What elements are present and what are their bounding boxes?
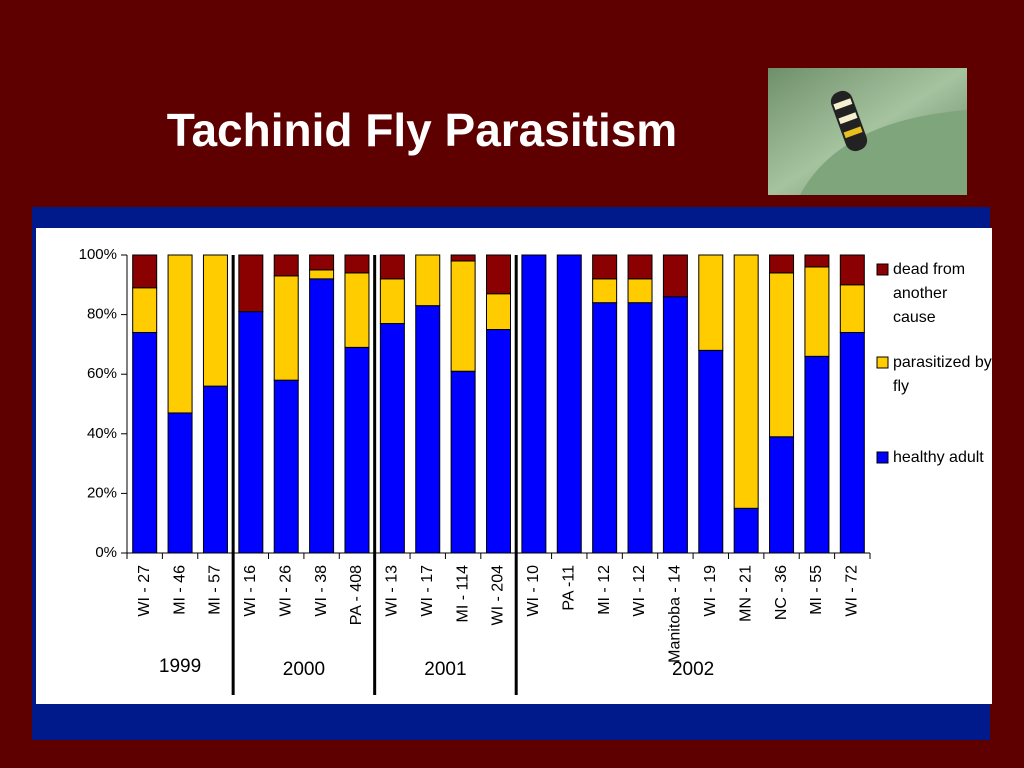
bar-segment bbox=[804, 266, 830, 357]
bar-segment bbox=[167, 254, 193, 414]
bar-segment bbox=[344, 272, 370, 348]
bar-segment bbox=[450, 254, 476, 262]
chart-title: Tachinid Fly Parasitism bbox=[167, 104, 677, 156]
x-tick-label: WI - 16 bbox=[242, 565, 259, 617]
bar-segment bbox=[733, 254, 759, 509]
x-tick-label: WI - 38 bbox=[313, 565, 330, 617]
bar-segment bbox=[415, 305, 441, 554]
bar-segment bbox=[804, 355, 830, 554]
x-tick-label: PA -11 bbox=[560, 565, 577, 611]
y-tick-label: 80% bbox=[87, 306, 117, 323]
bar-segment bbox=[839, 284, 865, 333]
x-tick-label: WI - 204 bbox=[490, 565, 507, 626]
bar-segment bbox=[415, 254, 441, 307]
bar-segment bbox=[627, 302, 653, 554]
bar-segment bbox=[238, 311, 264, 554]
x-tick-label: WI - 72 bbox=[844, 565, 861, 617]
x-tick-label: WI - 27 bbox=[136, 565, 153, 617]
x-tick-label: WI - 19 bbox=[702, 565, 719, 617]
bar-segment bbox=[309, 278, 335, 554]
bar-segment bbox=[592, 254, 618, 280]
bar-segment bbox=[769, 254, 795, 274]
legend-label: healthy adult bbox=[893, 449, 984, 466]
legend-swatch bbox=[876, 263, 889, 276]
x-tick-label: PA - 408 bbox=[348, 565, 365, 625]
x-tick-label: MI - 12 bbox=[596, 565, 613, 615]
bar-segment bbox=[309, 269, 335, 280]
photo bbox=[768, 68, 967, 195]
bar-segment bbox=[592, 278, 618, 304]
bar-segment bbox=[344, 254, 370, 274]
group-label: 2001 bbox=[424, 659, 466, 680]
legend-label: parasitized by fly bbox=[893, 354, 992, 395]
x-tick-label: WI - 12 bbox=[631, 565, 648, 617]
legend-label: dead from another cause bbox=[893, 261, 966, 326]
group-label: 2000 bbox=[283, 659, 325, 680]
bar-segment bbox=[698, 349, 724, 554]
bar-segment bbox=[839, 254, 865, 286]
bar-segment bbox=[592, 302, 618, 554]
bar-segment bbox=[769, 436, 795, 554]
bar-segment bbox=[273, 275, 299, 381]
x-tick-label: NC - 36 bbox=[773, 565, 790, 620]
bar-segment bbox=[662, 254, 688, 298]
bar-segment bbox=[379, 323, 405, 554]
x-tick-label: WI - 26 bbox=[277, 565, 294, 617]
x-tick-label: MN - 21 bbox=[737, 565, 754, 622]
bar-segment bbox=[556, 254, 582, 554]
bar-segment bbox=[132, 331, 158, 554]
bar-segment bbox=[486, 254, 511, 295]
bar-segment bbox=[486, 329, 511, 554]
bar-segment bbox=[273, 254, 299, 277]
bar-segment bbox=[202, 254, 228, 387]
bar-segment bbox=[804, 254, 830, 268]
bar-segment bbox=[132, 254, 158, 289]
x-tick-label: MI - 46 bbox=[171, 565, 188, 615]
bar-segment bbox=[238, 254, 264, 313]
bar-segment bbox=[769, 272, 795, 438]
bar-segment bbox=[698, 254, 724, 351]
x-tick-label: MI - 114 bbox=[454, 565, 471, 623]
bar-segment bbox=[202, 385, 228, 554]
y-tick-label: 60% bbox=[87, 365, 117, 382]
y-tick-label: 100% bbox=[79, 246, 117, 263]
bar-segment bbox=[627, 254, 653, 280]
bar-segment bbox=[839, 331, 865, 554]
x-tick-label: Manitoba - 14 bbox=[667, 565, 684, 663]
bar-segment bbox=[132, 287, 158, 333]
bar-segment bbox=[344, 346, 370, 554]
group-label: 1999 bbox=[159, 656, 201, 677]
bar-segment bbox=[521, 254, 547, 554]
x-tick-label: MI - 57 bbox=[207, 565, 224, 615]
x-tick-label: MI - 55 bbox=[808, 565, 825, 615]
legend-swatch bbox=[876, 451, 889, 464]
bar-segment bbox=[309, 254, 335, 271]
y-tick-label: 40% bbox=[87, 425, 117, 442]
x-tick-label: WI - 13 bbox=[384, 565, 401, 617]
x-tick-label: WI - 10 bbox=[525, 565, 542, 617]
bar-segment bbox=[627, 278, 653, 304]
bar-segment bbox=[486, 293, 511, 330]
bar-segment bbox=[733, 507, 759, 554]
legend-swatch bbox=[876, 356, 889, 369]
y-tick-label: 0% bbox=[95, 544, 117, 561]
bar-segment bbox=[379, 278, 405, 325]
x-tick-label: WI - 17 bbox=[419, 565, 436, 617]
panel bbox=[36, 228, 992, 704]
bar-segment bbox=[273, 379, 299, 554]
bar-segment bbox=[450, 370, 476, 554]
bar-segment bbox=[379, 254, 405, 280]
group-label: 2002 bbox=[672, 659, 714, 680]
bar-segment bbox=[450, 260, 476, 372]
bar-segment bbox=[167, 412, 193, 554]
y-tick-label: 20% bbox=[87, 484, 117, 501]
bar-segment bbox=[662, 296, 688, 554]
